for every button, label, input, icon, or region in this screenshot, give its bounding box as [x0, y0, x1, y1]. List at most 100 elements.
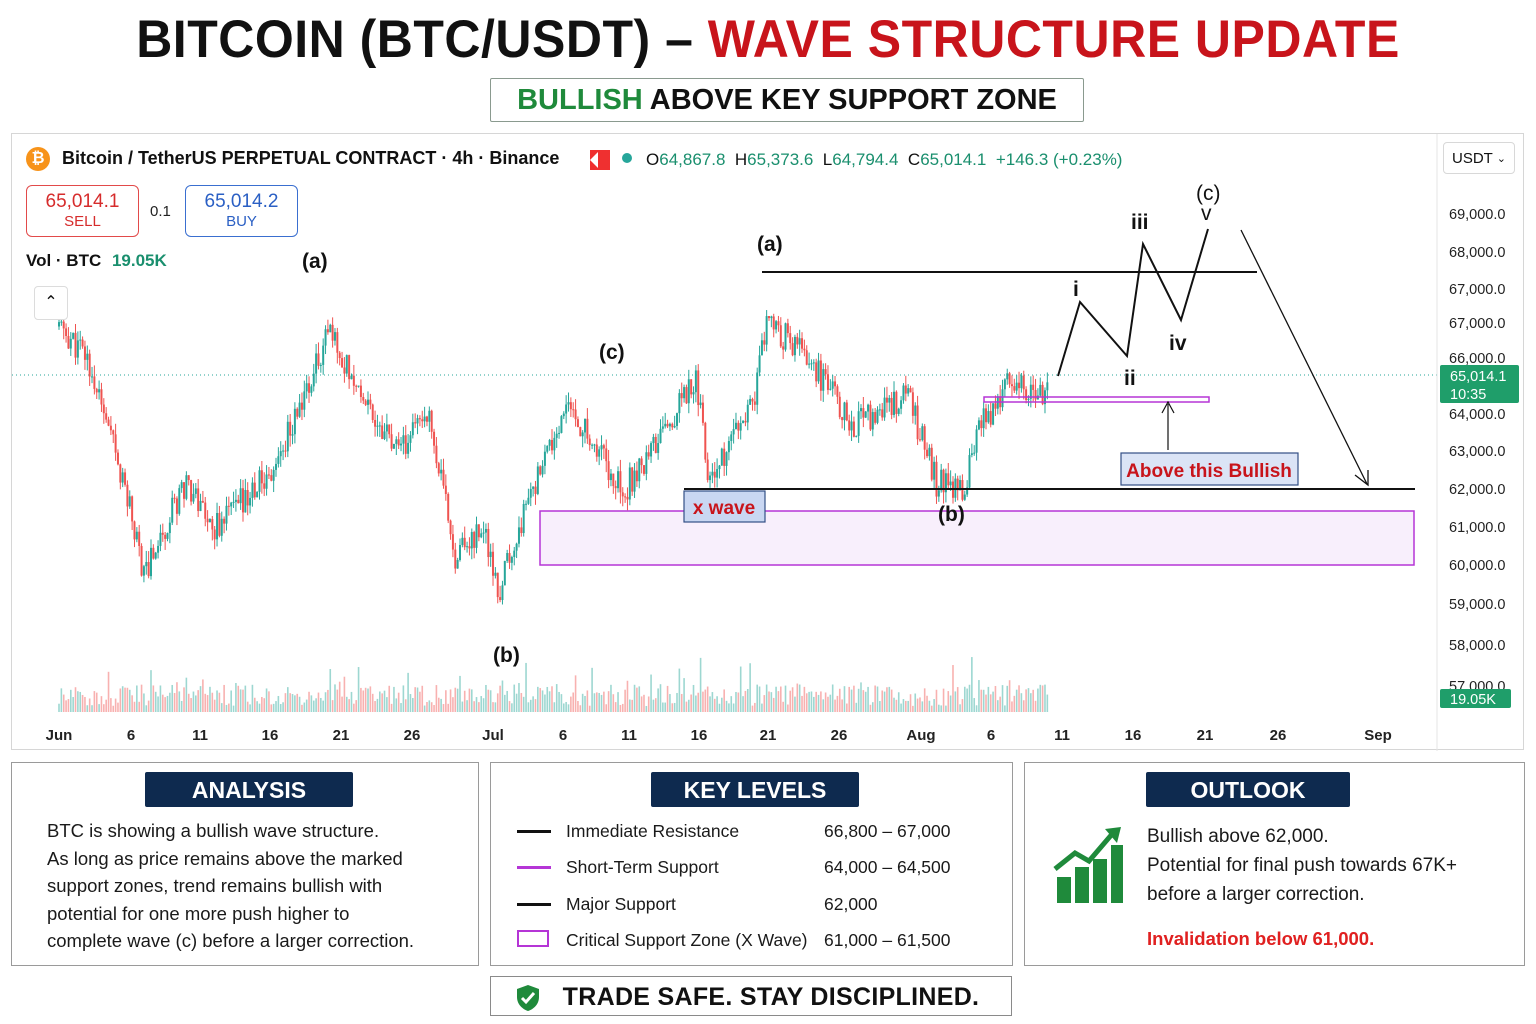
candle-body: [666, 423, 669, 427]
symbol-title[interactable]: Bitcoin / TetherUS PERPETUAL CONTRACT · …: [62, 148, 560, 168]
candle-body: [359, 385, 362, 397]
candle-body: [805, 350, 808, 365]
candle-body: [371, 404, 374, 420]
volume-bar: [874, 685, 876, 712]
volume-bar: [126, 687, 129, 712]
volume-bar: [688, 699, 690, 712]
candle-body: [609, 473, 612, 481]
candle-body: [91, 376, 94, 378]
candle-body: [527, 497, 530, 504]
x-tick-label: 16: [1125, 727, 1142, 744]
volume-bar: [305, 699, 308, 712]
volume-bar: [900, 703, 902, 712]
candle-body: [560, 416, 563, 433]
candle-body: [232, 501, 235, 503]
volume-bar: [121, 686, 124, 712]
volume-bar: [836, 695, 839, 712]
candle-body: [829, 388, 832, 390]
volume-bar: [216, 690, 218, 712]
candle-body: [220, 518, 223, 536]
subtitle-banner: BULLISH ABOVE KEY SUPPORT ZONE: [490, 78, 1084, 122]
candle-body: [109, 425, 112, 431]
volume-bar: [570, 696, 572, 712]
volume-bar: [756, 684, 759, 712]
volume-bar: [329, 669, 332, 712]
volume-bar: [1006, 685, 1009, 712]
candle-body: [602, 445, 605, 449]
volume-bar: [515, 693, 518, 712]
candle-body: [668, 423, 671, 427]
candle-body: [624, 496, 627, 498]
candle-body: [876, 409, 879, 423]
volume-bar: [348, 699, 350, 712]
price-chart[interactable]: (a) (b) (c) (a) (b) (c) i ii iii iv v x …: [12, 134, 1525, 751]
volume-bar: [98, 704, 100, 712]
level-value: 62,000: [824, 894, 878, 914]
volume-bar: [185, 677, 188, 712]
volume-bar: [195, 695, 197, 712]
support-arrowhead: [1161, 400, 1175, 414]
volume-bar: [511, 703, 513, 712]
candle-body: [418, 418, 421, 420]
volume-bar: [119, 688, 122, 712]
candle-body: [230, 502, 233, 507]
volume-bar: [761, 703, 763, 712]
resistance-line-swatch: [517, 830, 551, 833]
buy-button[interactable]: 65,014.2 BUY: [185, 185, 298, 237]
candle-body: [650, 443, 653, 457]
volume-bar: [614, 702, 617, 712]
candle-body: [1013, 386, 1016, 391]
volume-bar: [588, 705, 591, 712]
x-tick-label: 6: [559, 727, 567, 744]
x-tick-label: 21: [760, 727, 777, 744]
candle-body: [642, 465, 645, 474]
candle-body: [727, 440, 730, 453]
volume-bar: [647, 696, 650, 712]
level-value: 66,800 – 67,000: [824, 821, 951, 841]
candle-body: [633, 470, 636, 492]
candle-body: [937, 490, 940, 497]
candle-body: [194, 488, 197, 494]
volume-value: 19.05K: [111, 251, 167, 270]
currency-select[interactable]: USDT ⌄: [1443, 142, 1515, 174]
volume-bar: [709, 696, 711, 712]
volume-bar: [393, 686, 395, 712]
volume-bar: [577, 701, 579, 712]
order-quantity[interactable]: 0.1: [150, 203, 171, 220]
candle-body: [508, 553, 511, 563]
volume-bar: [650, 674, 652, 712]
candle-body: [451, 534, 454, 550]
volume-bar: [860, 682, 862, 712]
volume-bar: [282, 702, 284, 712]
volume-bar: [145, 705, 148, 712]
candle-body: [388, 424, 391, 435]
volume-bar: [454, 687, 457, 712]
analysis-line: As long as price remains above the marke…: [47, 847, 403, 869]
collapse-chevron-up-icon[interactable]: ⌃: [34, 286, 68, 320]
volume-bar: [551, 686, 553, 712]
volume-bar: [482, 698, 485, 712]
volume-bar: [369, 686, 372, 712]
volume-bar: [853, 685, 855, 712]
volume-bar: [862, 690, 865, 712]
volume-bar: [400, 703, 402, 712]
flag-icon[interactable]: [590, 150, 600, 170]
volume-bar: [475, 697, 478, 712]
volume-bar: [520, 692, 523, 712]
candle-body: [513, 550, 516, 558]
volume-bar: [178, 691, 181, 712]
volume-bar: [91, 705, 93, 712]
candle-body: [152, 547, 155, 559]
volume-bar: [808, 691, 810, 712]
volume-bar: [966, 688, 968, 712]
volume-bar: [72, 697, 74, 712]
volume-bar: [249, 704, 251, 712]
volume-bar: [555, 684, 558, 712]
volume-bar: [334, 684, 336, 712]
candle-body: [411, 422, 414, 436]
volume-bar: [565, 701, 567, 712]
volume-bar: [838, 688, 841, 712]
sell-button[interactable]: 65,014.1 SELL: [26, 185, 139, 237]
candle-body: [480, 533, 483, 538]
candle-body: [296, 408, 299, 417]
